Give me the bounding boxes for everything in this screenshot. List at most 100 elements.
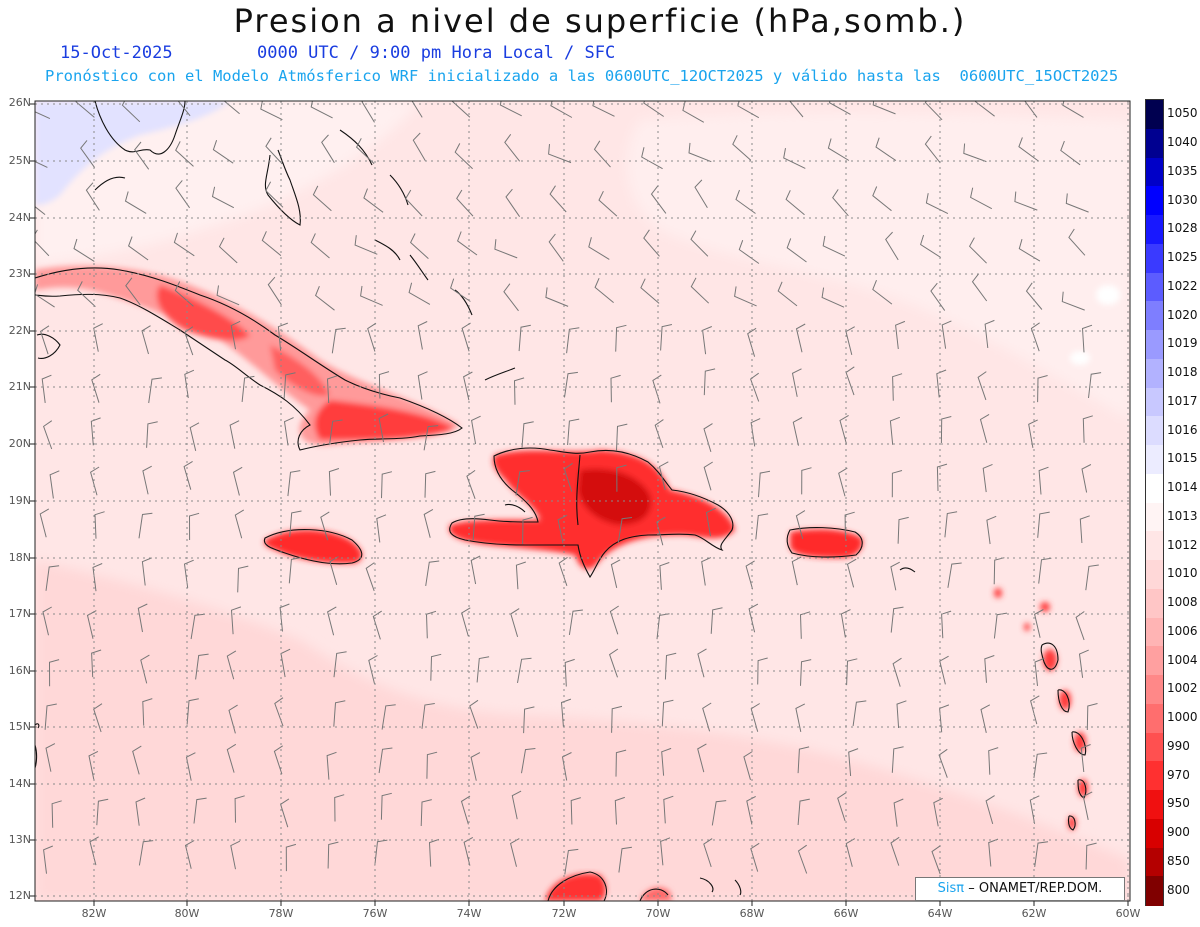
lat-label: 18N <box>9 551 31 564</box>
legend-color-swatch <box>1146 502 1163 532</box>
wind-barb <box>545 287 569 307</box>
wind-barb <box>838 467 848 497</box>
legend-color-swatch <box>1146 732 1163 762</box>
wind-barb <box>49 470 60 499</box>
wind-barb <box>426 751 438 779</box>
wind-barb <box>885 231 899 261</box>
wind-barb <box>288 557 302 584</box>
wind-barb <box>91 373 101 403</box>
wind-barb <box>499 101 522 117</box>
lat-label: 22N <box>9 324 31 337</box>
wind-barb <box>986 515 997 545</box>
legend-level-label: 1008 <box>1167 595 1198 610</box>
wind-barb <box>821 287 845 308</box>
wind-barb <box>615 324 627 352</box>
wind-barb <box>188 512 200 541</box>
legend-level-label: 1014 <box>1167 480 1198 495</box>
wind-barb <box>1034 841 1049 867</box>
wind-barb <box>505 188 521 217</box>
wind-barb <box>795 510 806 540</box>
wind-barb <box>703 461 713 491</box>
wind-barb <box>381 471 393 499</box>
legend-color-swatch <box>1146 128 1163 158</box>
wind-barb <box>750 842 760 872</box>
wind-barb <box>889 416 900 445</box>
legend-color-swatch <box>1146 703 1163 733</box>
wind-barb <box>229 420 240 449</box>
wind-barb <box>1061 291 1085 311</box>
wind-barb <box>273 745 283 775</box>
wind-barb <box>140 654 150 684</box>
wind-barb <box>785 190 805 216</box>
wind-barb <box>127 236 149 261</box>
wind-barb <box>747 327 757 357</box>
wind-barb <box>1034 657 1045 686</box>
wind-barb <box>570 797 581 825</box>
wind-barb <box>211 186 235 209</box>
wind-barb <box>839 414 849 444</box>
wind-barb <box>703 368 716 396</box>
pressure-band-south <box>35 560 1130 901</box>
wind-barb <box>274 697 284 727</box>
legend-color-swatch <box>1146 646 1163 676</box>
wind-barb <box>703 838 713 868</box>
legend-color-swatch <box>1146 358 1163 388</box>
color-legend <box>1145 99 1164 906</box>
wind-barb <box>521 421 534 448</box>
legend-level-label: 1015 <box>1167 451 1198 466</box>
wind-barb <box>44 703 57 730</box>
wind-barb <box>326 751 337 780</box>
wind-barb <box>895 320 906 350</box>
wind-barb <box>872 186 892 212</box>
wind-barb <box>476 656 490 683</box>
wind-barb <box>223 101 240 115</box>
wind-barb <box>840 609 851 638</box>
wind-barb <box>705 507 716 537</box>
cuba-low-pressure <box>35 265 460 446</box>
legend-level-label: 1035 <box>1167 163 1198 178</box>
wind-barb <box>456 189 474 217</box>
wind-barb <box>827 138 850 161</box>
wind-barb <box>968 237 987 264</box>
wind-barb <box>924 135 941 164</box>
wind-barb <box>230 840 241 870</box>
wind-barb <box>789 101 804 118</box>
wind-barb <box>218 237 238 264</box>
wind-barb <box>1038 557 1052 584</box>
wind-barb <box>564 658 575 687</box>
credit-box: Sisπ – ONAMET/REP.DOM. <box>915 877 1125 901</box>
wind-barb <box>893 798 904 827</box>
wind-barb <box>971 273 988 302</box>
wind-barb <box>279 603 290 632</box>
wind-barb <box>697 743 707 773</box>
lon-label: 68W <box>740 907 765 920</box>
wind-barb <box>88 750 99 780</box>
wind-barb <box>1060 140 1081 166</box>
wind-barb <box>564 848 579 875</box>
legend-level-label: 1040 <box>1167 135 1198 150</box>
wind-barb <box>230 320 241 350</box>
wind-barb <box>39 508 50 538</box>
legend-level-label: 1004 <box>1167 652 1198 667</box>
wind-barb <box>643 101 664 117</box>
wind-barb <box>592 101 615 117</box>
wind-barb <box>310 233 330 259</box>
wind-barb <box>184 326 194 356</box>
wind-barb <box>564 371 578 398</box>
legend-color-swatch <box>1146 387 1163 417</box>
wind-barb <box>177 101 191 117</box>
wind-barb <box>791 556 802 586</box>
forecast-info: Pronóstico con el Modelo Atmósferico WRF… <box>45 67 1119 85</box>
wind-barb <box>241 375 255 402</box>
wind-barb <box>331 327 346 354</box>
wind-barb <box>142 698 153 726</box>
wind-barb <box>1065 193 1089 213</box>
wind-barb <box>77 281 96 307</box>
legend-color-swatch <box>1146 301 1163 331</box>
wind-barb <box>925 193 949 215</box>
wind-barb <box>832 189 849 217</box>
wind-barb <box>41 374 52 403</box>
wind-barb <box>797 746 810 774</box>
wind-barb <box>1024 101 1038 118</box>
wind-barb <box>795 323 806 353</box>
